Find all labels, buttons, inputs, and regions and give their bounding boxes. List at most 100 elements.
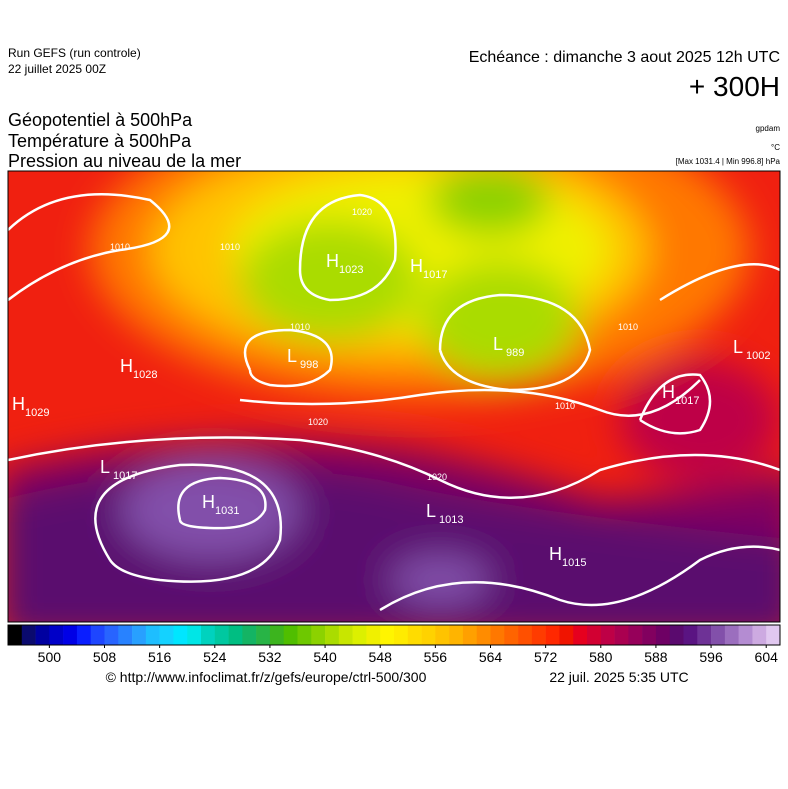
isobar-label: 1020 (427, 472, 447, 482)
center-value: 1017 (423, 269, 447, 281)
colorbar-cell (545, 625, 560, 645)
center-value: 998 (300, 359, 318, 371)
isobar-label: 1020 (308, 417, 328, 427)
colorbar-cell (8, 625, 23, 645)
colorbar-cell (724, 625, 739, 645)
colorbar-cell (269, 625, 285, 645)
center-letter: H (12, 394, 25, 414)
center-value: 989 (506, 347, 524, 359)
center-letter: H (202, 492, 215, 512)
colorbar-cell (628, 625, 643, 645)
colorbar-cell (587, 625, 602, 645)
run-date: 22 juillet 2025 00Z (8, 62, 106, 76)
colorbar-cell (159, 625, 174, 645)
colorbar-cell (297, 625, 312, 645)
colorbar-cell (655, 625, 671, 645)
center-value: 1031 (215, 505, 239, 517)
colorbar-cell (352, 625, 367, 645)
center-value: 1015 (562, 557, 586, 569)
colorbar-cell (518, 625, 533, 645)
center-letter: H (662, 382, 675, 402)
isobar-label: 1020 (352, 207, 372, 217)
colorbar-label: 580 (589, 649, 613, 665)
colorbar-label: 508 (93, 649, 117, 665)
colorbar-cell (683, 625, 698, 645)
unit: [Max 1031.4 | Min 996.8] hPa (676, 157, 781, 166)
center-value: 1013 (439, 514, 463, 526)
colorbar-cell (49, 625, 64, 645)
center-letter: H (120, 356, 133, 376)
center-letter: H (326, 251, 339, 271)
isobar-label: 1010 (290, 322, 310, 332)
colorbar-label: 548 (369, 649, 393, 665)
colorbar-cell (21, 625, 36, 645)
unit: °C (771, 143, 780, 152)
colorbar-cell (311, 625, 326, 645)
colorbar-cell (118, 625, 133, 645)
colorbar-cell (63, 625, 78, 645)
colorbar-cell (104, 625, 119, 645)
center-value: 1002 (746, 350, 770, 362)
run-label: Run GEFS (run controle) (8, 46, 141, 60)
colorbar-cell (435, 625, 450, 645)
colorbar-cell (145, 625, 160, 645)
colorbar: 500 508 516 524 532 540 548 556 564 572 580 588 596 6… (7, 624, 781, 665)
colorbar-cell (76, 625, 92, 645)
isobar-label: 1010 (110, 242, 130, 252)
colorbar-label: 500 (38, 649, 62, 665)
colorbar-label: 596 (699, 649, 723, 665)
colorbar-cell (90, 625, 105, 645)
colorbar-cell (407, 625, 422, 645)
colorbar-cell (614, 625, 629, 645)
lead-time: + 300H (689, 71, 780, 102)
map-field (8, 171, 780, 622)
center-value: 1029 (25, 407, 49, 419)
colorbar-label: 572 (534, 649, 558, 665)
isobar-label: 1010 (220, 242, 240, 252)
generated-time: 22 juil. 2025 5:35 UTC (549, 669, 688, 685)
colorbar-cell (366, 625, 381, 645)
colorbar-cell (449, 625, 464, 645)
colorbar-label: 524 (203, 649, 227, 665)
center-letter: L (100, 457, 110, 477)
colorbar-cell (256, 625, 271, 645)
colorbar-cell (600, 625, 615, 645)
colorbar-cell (766, 625, 781, 645)
colorbar-cell (642, 625, 657, 645)
colorbar-frame (7, 624, 781, 646)
colorbar-cell (504, 625, 519, 645)
colorbar-cell (228, 625, 243, 645)
colorbar-cell (421, 625, 436, 645)
colorbar-cell (738, 625, 753, 645)
colorbar-cell (242, 625, 257, 645)
colorbar-label: 532 (258, 649, 282, 665)
colorbar-label: 516 (148, 649, 172, 665)
colorbar-label: 556 (424, 649, 448, 665)
valid-time: Echéance : dimanche 3 aout 2025 12h UTC (469, 49, 780, 66)
center-value: 1017 (113, 470, 137, 482)
colorbar-label: 588 (644, 649, 668, 665)
center-value: 1023 (339, 264, 363, 276)
colorbar-cell (132, 625, 147, 645)
center-letter: L (287, 346, 297, 366)
colorbar-cell (394, 625, 409, 645)
colorbar-cell (669, 625, 684, 645)
isobar-label: 1010 (618, 322, 638, 332)
colorbar-cell (531, 625, 546, 645)
colorbar-label: 564 (479, 649, 503, 665)
colorbar-cell (711, 625, 726, 645)
center-value: 1028 (133, 369, 157, 381)
colorbar-label: 604 (755, 649, 779, 665)
field-title: Température à 500hPa (8, 131, 192, 151)
colorbar-cell (476, 625, 491, 645)
center-value: 1017 (675, 395, 699, 407)
center-letter: H (410, 256, 423, 276)
colorbar-cell (201, 625, 216, 645)
center-letter: L (426, 501, 436, 521)
map-frame (7, 170, 781, 623)
field-title: Pression au niveau de la mer (8, 151, 241, 171)
colorbar-cell (490, 625, 505, 645)
colorbar-cell (187, 625, 202, 645)
